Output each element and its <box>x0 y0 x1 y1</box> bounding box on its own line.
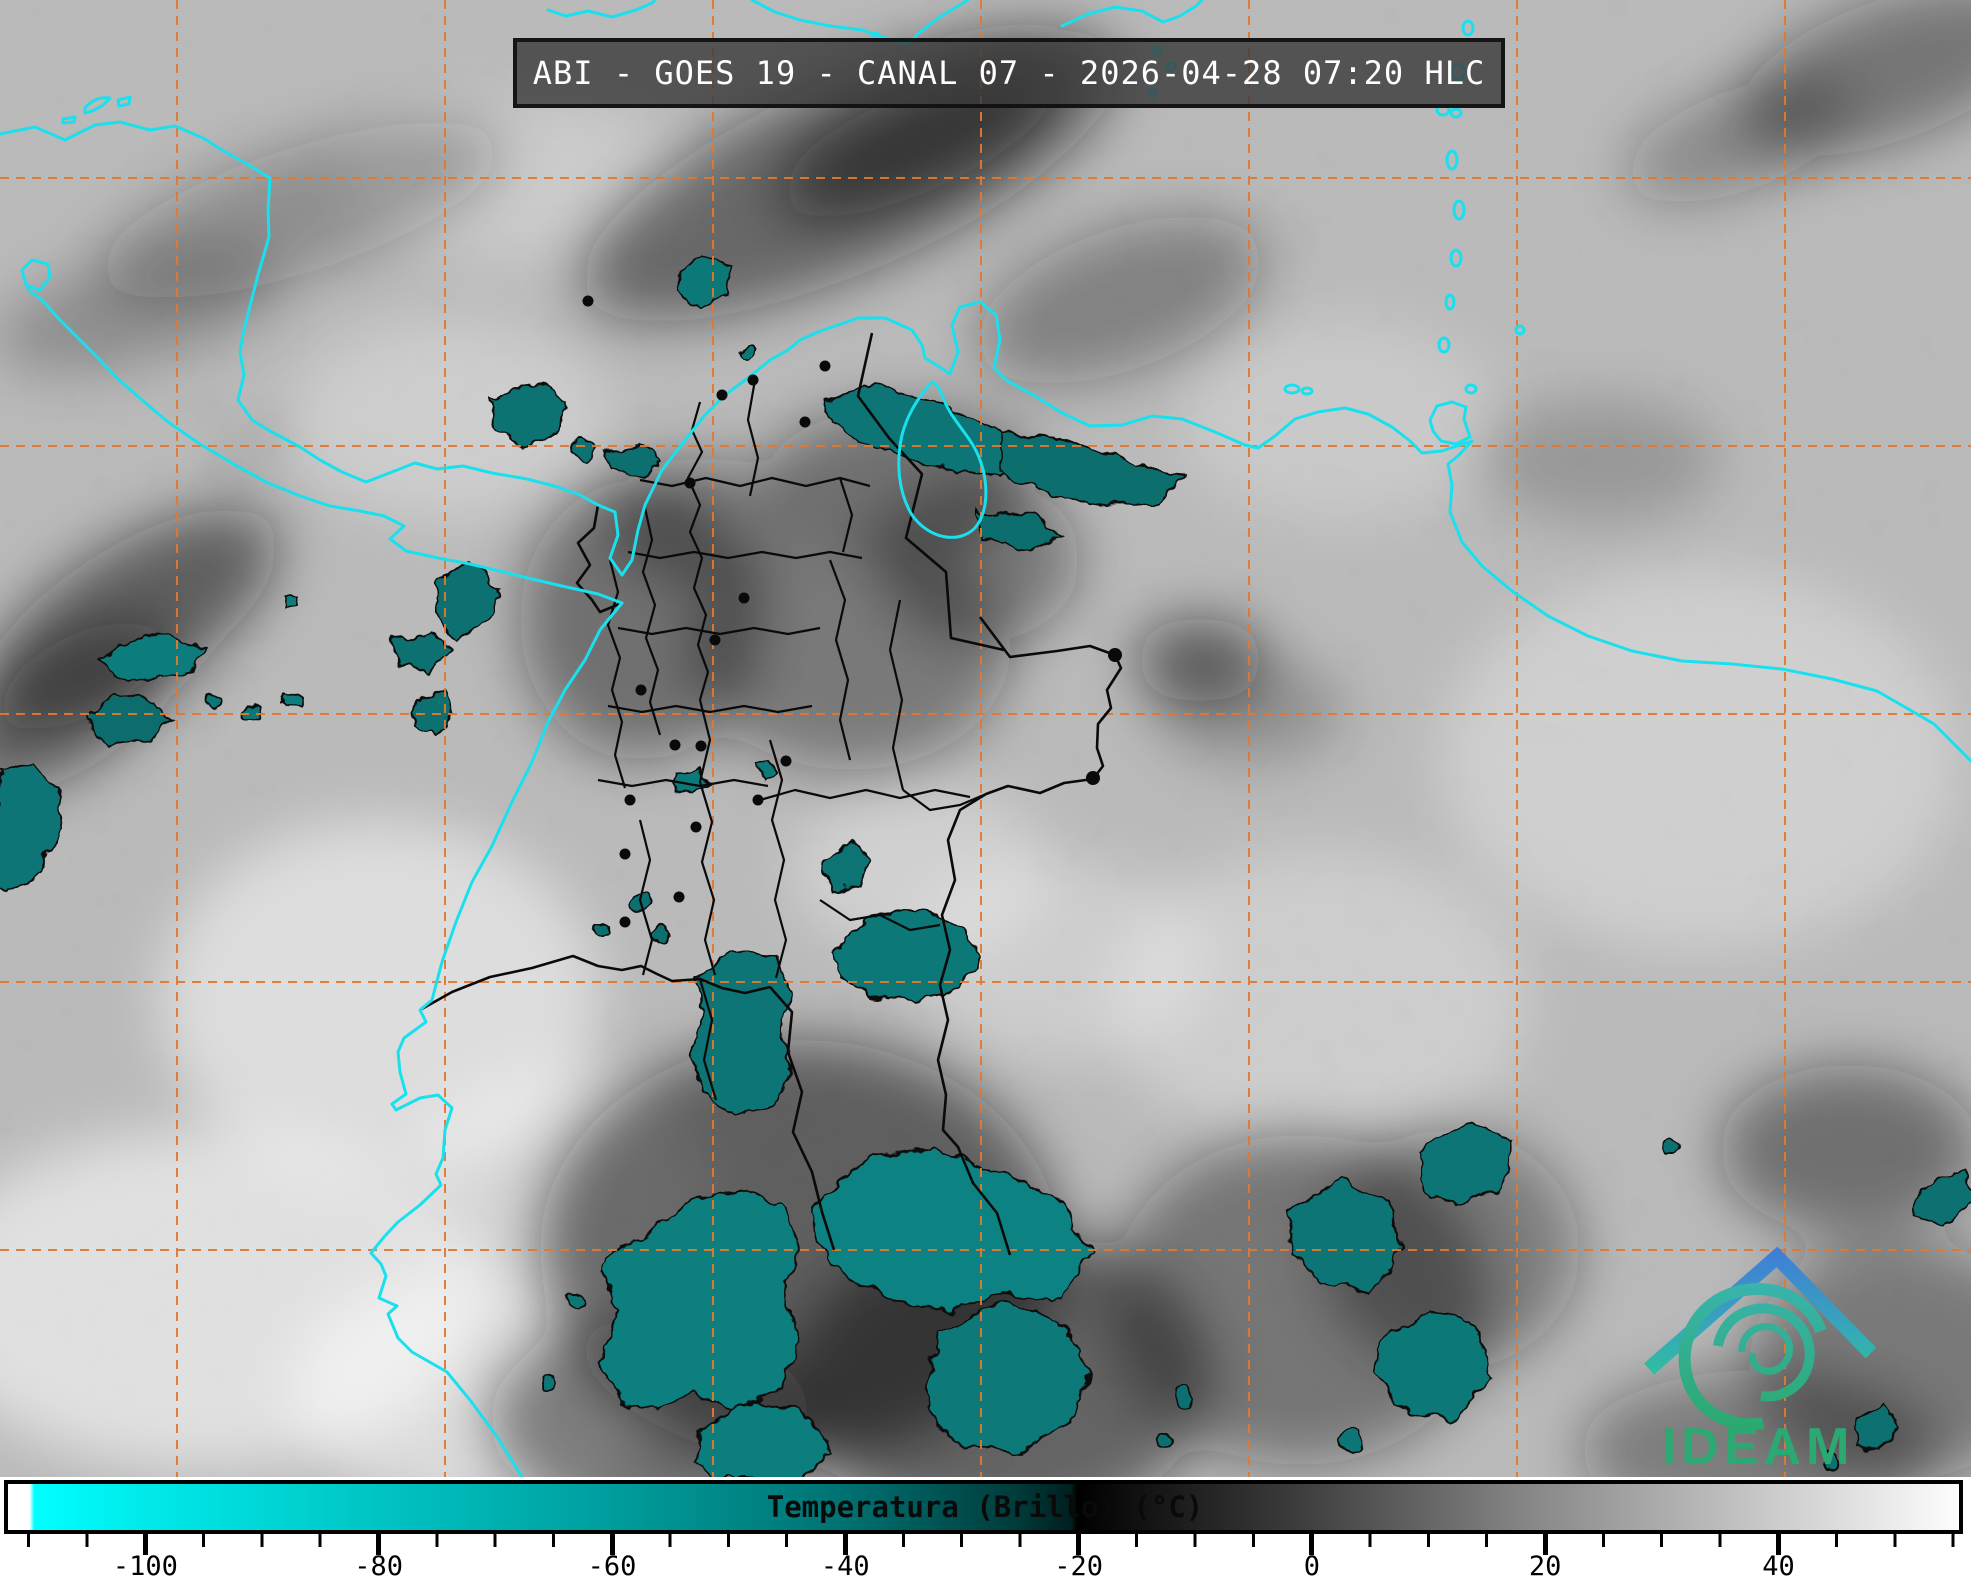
ideam-logo-text: IDEAM <box>1662 1418 1855 1476</box>
colorbar-tick-label: -100 <box>112 1551 178 1577</box>
border-venezuela-brazil <box>978 616 1123 796</box>
city-markers-layer <box>582 295 1122 928</box>
honduras-cays <box>61 95 132 125</box>
colorbar-major-tick <box>376 1534 382 1555</box>
coast-central-america-pacific <box>26 287 624 605</box>
colorbar-tick-label: -20 <box>1054 1551 1103 1577</box>
political-borders-layer <box>419 332 1123 1256</box>
colorbar-tick-label: 0 <box>1303 1551 1321 1577</box>
colorbar-tick-label: -80 <box>354 1551 404 1577</box>
satellite-map-canvas: IDEAM <box>0 0 1971 1477</box>
coast-south-america-pacific <box>369 601 624 1477</box>
colorbar-major-tick <box>1309 1534 1315 1555</box>
colorbar-gradient <box>4 1480 1963 1534</box>
ideam-logo: IDEAM <box>1644 1246 1877 1476</box>
border-colombia-venezuela <box>856 332 1005 652</box>
colorbar-tick-label: 40 <box>1762 1551 1795 1577</box>
colorbar-label: Temperatura (Brillo) (°C) <box>766 1490 1204 1524</box>
coast-puerto-rico-south <box>1060 0 1204 28</box>
colorbar-major-tick <box>1542 1534 1548 1555</box>
colorbar-major-tick <box>609 1534 615 1555</box>
lake-izabal <box>20 258 52 292</box>
colorbar: Temperatura (Brillo) (°C) -100 -80 -60 -… <box>0 1477 1971 1577</box>
colorbar-minor-ticks <box>27 1534 1957 1547</box>
coast-jamaica <box>546 0 657 19</box>
colorbar-tick-label: 20 <box>1528 1551 1562 1577</box>
lake-maracaibo <box>897 380 988 539</box>
department-borders <box>597 379 987 1101</box>
colorbar-tick-label: -60 <box>587 1551 637 1577</box>
border-colombia-brazil <box>936 792 1012 1256</box>
title-text: ABI - GOES 19 - CANAL 07 - 2026-04-28 07… <box>532 54 1486 92</box>
border-panama-colombia <box>575 504 623 614</box>
colorbar-major-tick <box>842 1534 848 1555</box>
colorbar-major-tick <box>1776 1534 1781 1555</box>
cold-cloud-layer <box>0 252 1971 1477</box>
satellite-map: IDEAM ABI - GOES 19 - CANAL 07 - 2026-04… <box>0 0 1971 1477</box>
island-trinidad <box>1428 400 1472 446</box>
title-bar: ABI - GOES 19 - CANAL 07 - 2026-04-28 07… <box>513 38 1505 108</box>
border-colombia-peru <box>769 986 836 1251</box>
colorbar-tick-label: -40 <box>820 1551 870 1577</box>
colorbar-major-tick <box>1076 1534 1082 1555</box>
coast-colombia-venezuela-caribbean <box>596 300 1971 764</box>
coast-central-america-caribbean <box>0 120 600 507</box>
graticule-grid <box>0 0 1971 1477</box>
border-colombia-ecuador <box>419 954 771 1012</box>
colorbar-major-tick <box>142 1534 148 1555</box>
ideam-logo-spiral <box>1678 1283 1827 1431</box>
